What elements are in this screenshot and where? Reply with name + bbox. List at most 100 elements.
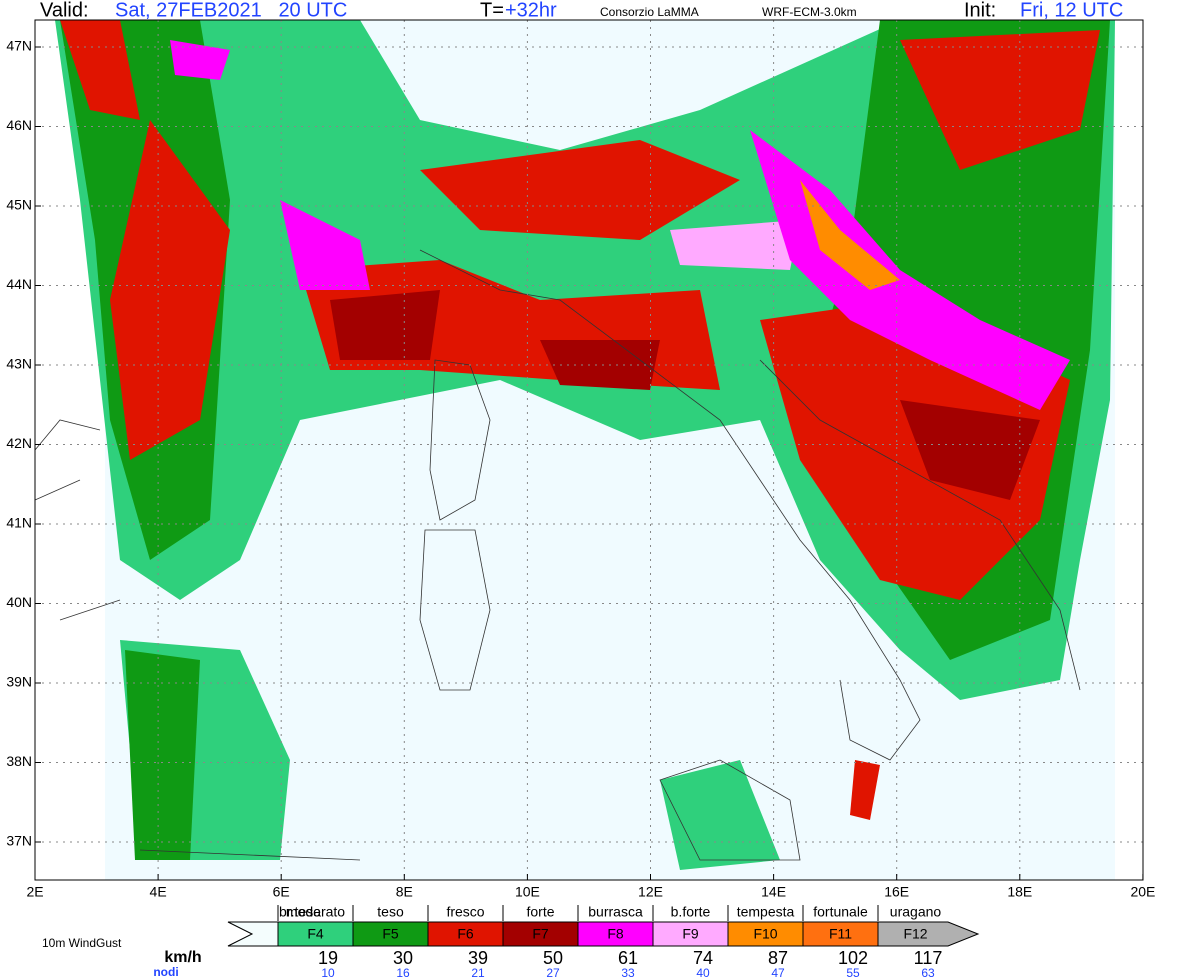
threshold-knots: 10 bbox=[321, 966, 335, 980]
lon-label: 4E bbox=[150, 884, 167, 900]
area-f7 bbox=[330, 290, 440, 360]
coast-misc bbox=[34, 419, 361, 861]
lat-label: 37N bbox=[6, 833, 32, 849]
legend-class-name: b.forte bbox=[671, 904, 711, 920]
sardinia bbox=[419, 529, 491, 691]
unit-secondary: nodi bbox=[153, 965, 178, 979]
lat-label: 45N bbox=[6, 197, 32, 213]
lat-label: 39N bbox=[6, 674, 32, 690]
legend-variable: 10m WindGust bbox=[42, 936, 122, 950]
legend-swatch bbox=[352, 921, 429, 947]
lat-label: 43N bbox=[6, 356, 32, 372]
forecast-step: +32hr bbox=[505, 0, 557, 21]
area-f6 bbox=[420, 140, 740, 240]
legend: F3br.tesaF4moderatoF5tesoF6frescoF7forte… bbox=[227, 904, 980, 980]
legend-class-name: br.tesa bbox=[279, 904, 321, 920]
lon-label: 2E bbox=[26, 884, 43, 900]
threshold-kmh: 61 bbox=[618, 948, 638, 968]
unit-primary: km/h bbox=[164, 949, 201, 966]
area-f6 bbox=[850, 760, 880, 820]
area-f8 bbox=[170, 40, 230, 80]
legend-class-name: moderato bbox=[286, 904, 345, 920]
area-f6 bbox=[900, 30, 1100, 170]
lon-label: 14E bbox=[761, 884, 786, 900]
legend-class-name: fresco bbox=[446, 904, 484, 920]
lon-label: 6E bbox=[273, 884, 290, 900]
lat-label: 41N bbox=[6, 515, 32, 531]
lon-label: 18E bbox=[1007, 884, 1032, 900]
graticule bbox=[34, 20, 1144, 880]
threshold-kmh: 102 bbox=[838, 948, 868, 968]
legend-class-name: burrasca bbox=[588, 904, 643, 920]
producer: Consorzio LaMMA bbox=[600, 5, 699, 19]
init-time: Fri, 12 UTC bbox=[1020, 0, 1123, 21]
legend-swatch bbox=[577, 921, 654, 947]
lon-label: 20E bbox=[1130, 884, 1155, 900]
legend-force: F6 bbox=[457, 926, 474, 942]
init-label: Init: bbox=[964, 0, 996, 21]
sicily bbox=[659, 759, 801, 861]
legend-swatch bbox=[727, 921, 804, 947]
legend-class-name: teso bbox=[377, 904, 404, 920]
lat-label: 46N bbox=[6, 117, 32, 133]
map-frame bbox=[34, 19, 1144, 881]
threshold-knots: 33 bbox=[621, 966, 635, 980]
legend-force: F11 bbox=[829, 926, 852, 942]
area-f5 bbox=[125, 650, 200, 860]
legend-class-name: uragano bbox=[890, 904, 942, 920]
lon-label: 12E bbox=[638, 884, 663, 900]
valid-time: Sat, 27FEB2021 20 UTC bbox=[115, 0, 347, 21]
legend-swatch bbox=[427, 921, 504, 947]
lat-label: 44N bbox=[6, 276, 32, 292]
legend-force: F10 bbox=[753, 926, 777, 942]
threshold-knots: 40 bbox=[696, 966, 710, 980]
threshold-knots: 55 bbox=[846, 966, 860, 980]
threshold-kmh: 39 bbox=[468, 948, 488, 968]
legend-force: F7 bbox=[532, 926, 549, 942]
legend-force: F5 bbox=[382, 926, 399, 942]
threshold-kmh: 117 bbox=[914, 948, 943, 968]
legend-force: F12 bbox=[903, 926, 927, 942]
threshold-knots: 63 bbox=[921, 966, 935, 980]
area-f8 bbox=[750, 130, 1070, 410]
threshold-knots: 21 bbox=[471, 966, 485, 980]
area-f6 bbox=[110, 120, 230, 460]
legend-swatch bbox=[877, 921, 980, 947]
area-f10 bbox=[800, 180, 900, 290]
legend-force: F8 bbox=[607, 926, 624, 942]
threshold-kmh: 74 bbox=[693, 948, 713, 968]
lat-label: 42N bbox=[6, 435, 32, 451]
threshold-knots: 27 bbox=[546, 966, 560, 980]
legend-class-name: fortunale bbox=[813, 904, 868, 920]
lon-label: 8E bbox=[396, 884, 413, 900]
area-f6 bbox=[60, 20, 140, 120]
threshold-kmh: 50 bbox=[543, 948, 563, 968]
legend-swatch bbox=[802, 921, 879, 947]
legend-swatch bbox=[227, 921, 279, 947]
italy bbox=[419, 249, 1081, 761]
legend-swatch bbox=[652, 921, 729, 947]
area-f9 bbox=[670, 220, 800, 270]
legend-class-name: tempesta bbox=[737, 904, 795, 920]
forecast-label: T= bbox=[480, 0, 504, 21]
threshold-knots: 47 bbox=[771, 966, 785, 980]
legend-force: F9 bbox=[682, 926, 699, 942]
legend-swatch bbox=[277, 921, 354, 947]
legend-class-name: forte bbox=[526, 904, 554, 920]
threshold-kmh: 87 bbox=[768, 948, 788, 968]
threshold-kmh: 30 bbox=[393, 948, 413, 968]
area-f7 bbox=[900, 400, 1040, 500]
wind-field bbox=[55, 20, 1115, 870]
lat-label: 38N bbox=[6, 753, 32, 769]
area-f8 bbox=[280, 200, 370, 290]
lat-label: 40N bbox=[6, 594, 32, 610]
threshold-knots: 16 bbox=[396, 966, 410, 980]
valid-label: Valid: bbox=[40, 0, 89, 21]
coastlines bbox=[34, 249, 1081, 861]
lat-label: 47N bbox=[6, 38, 32, 54]
legend-force: F4 bbox=[307, 926, 324, 942]
model: WRF-ECM-3.0km bbox=[762, 5, 857, 19]
lon-label: 16E bbox=[884, 884, 909, 900]
